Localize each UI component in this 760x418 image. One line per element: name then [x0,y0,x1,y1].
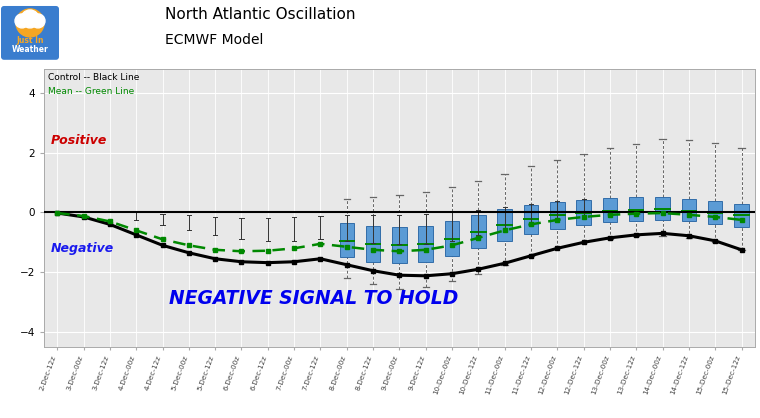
Text: Weather: Weather [11,45,49,54]
Bar [629,197,644,221]
Bar [340,223,354,257]
Bar [366,226,380,262]
Text: Negative: Negative [51,242,115,255]
Bar [497,209,512,241]
Bar [655,197,670,220]
Bar [445,222,459,256]
Text: ECMWF Model: ECMWF Model [165,33,264,47]
Text: North Atlantic Oscillation: North Atlantic Oscillation [165,8,356,23]
Bar [524,205,538,234]
Bar [734,204,749,227]
Text: Positive: Positive [51,134,108,147]
Text: Mean -- Green Line: Mean -- Green Line [48,87,134,96]
Circle shape [16,9,44,37]
Circle shape [21,10,39,28]
Bar [603,198,617,222]
Text: Control -- Black Line: Control -- Black Line [48,73,139,82]
Bar [576,200,591,225]
FancyBboxPatch shape [1,6,59,60]
Text: Just In: Just In [16,36,44,46]
Circle shape [31,14,45,28]
Bar [550,202,565,229]
Bar [419,226,433,262]
Bar [392,227,407,263]
Bar [471,215,486,248]
Bar [682,199,696,222]
Bar [708,201,723,224]
Circle shape [15,14,29,28]
Text: NEGATIVE SIGNAL TO HOLD: NEGATIVE SIGNAL TO HOLD [169,289,459,308]
